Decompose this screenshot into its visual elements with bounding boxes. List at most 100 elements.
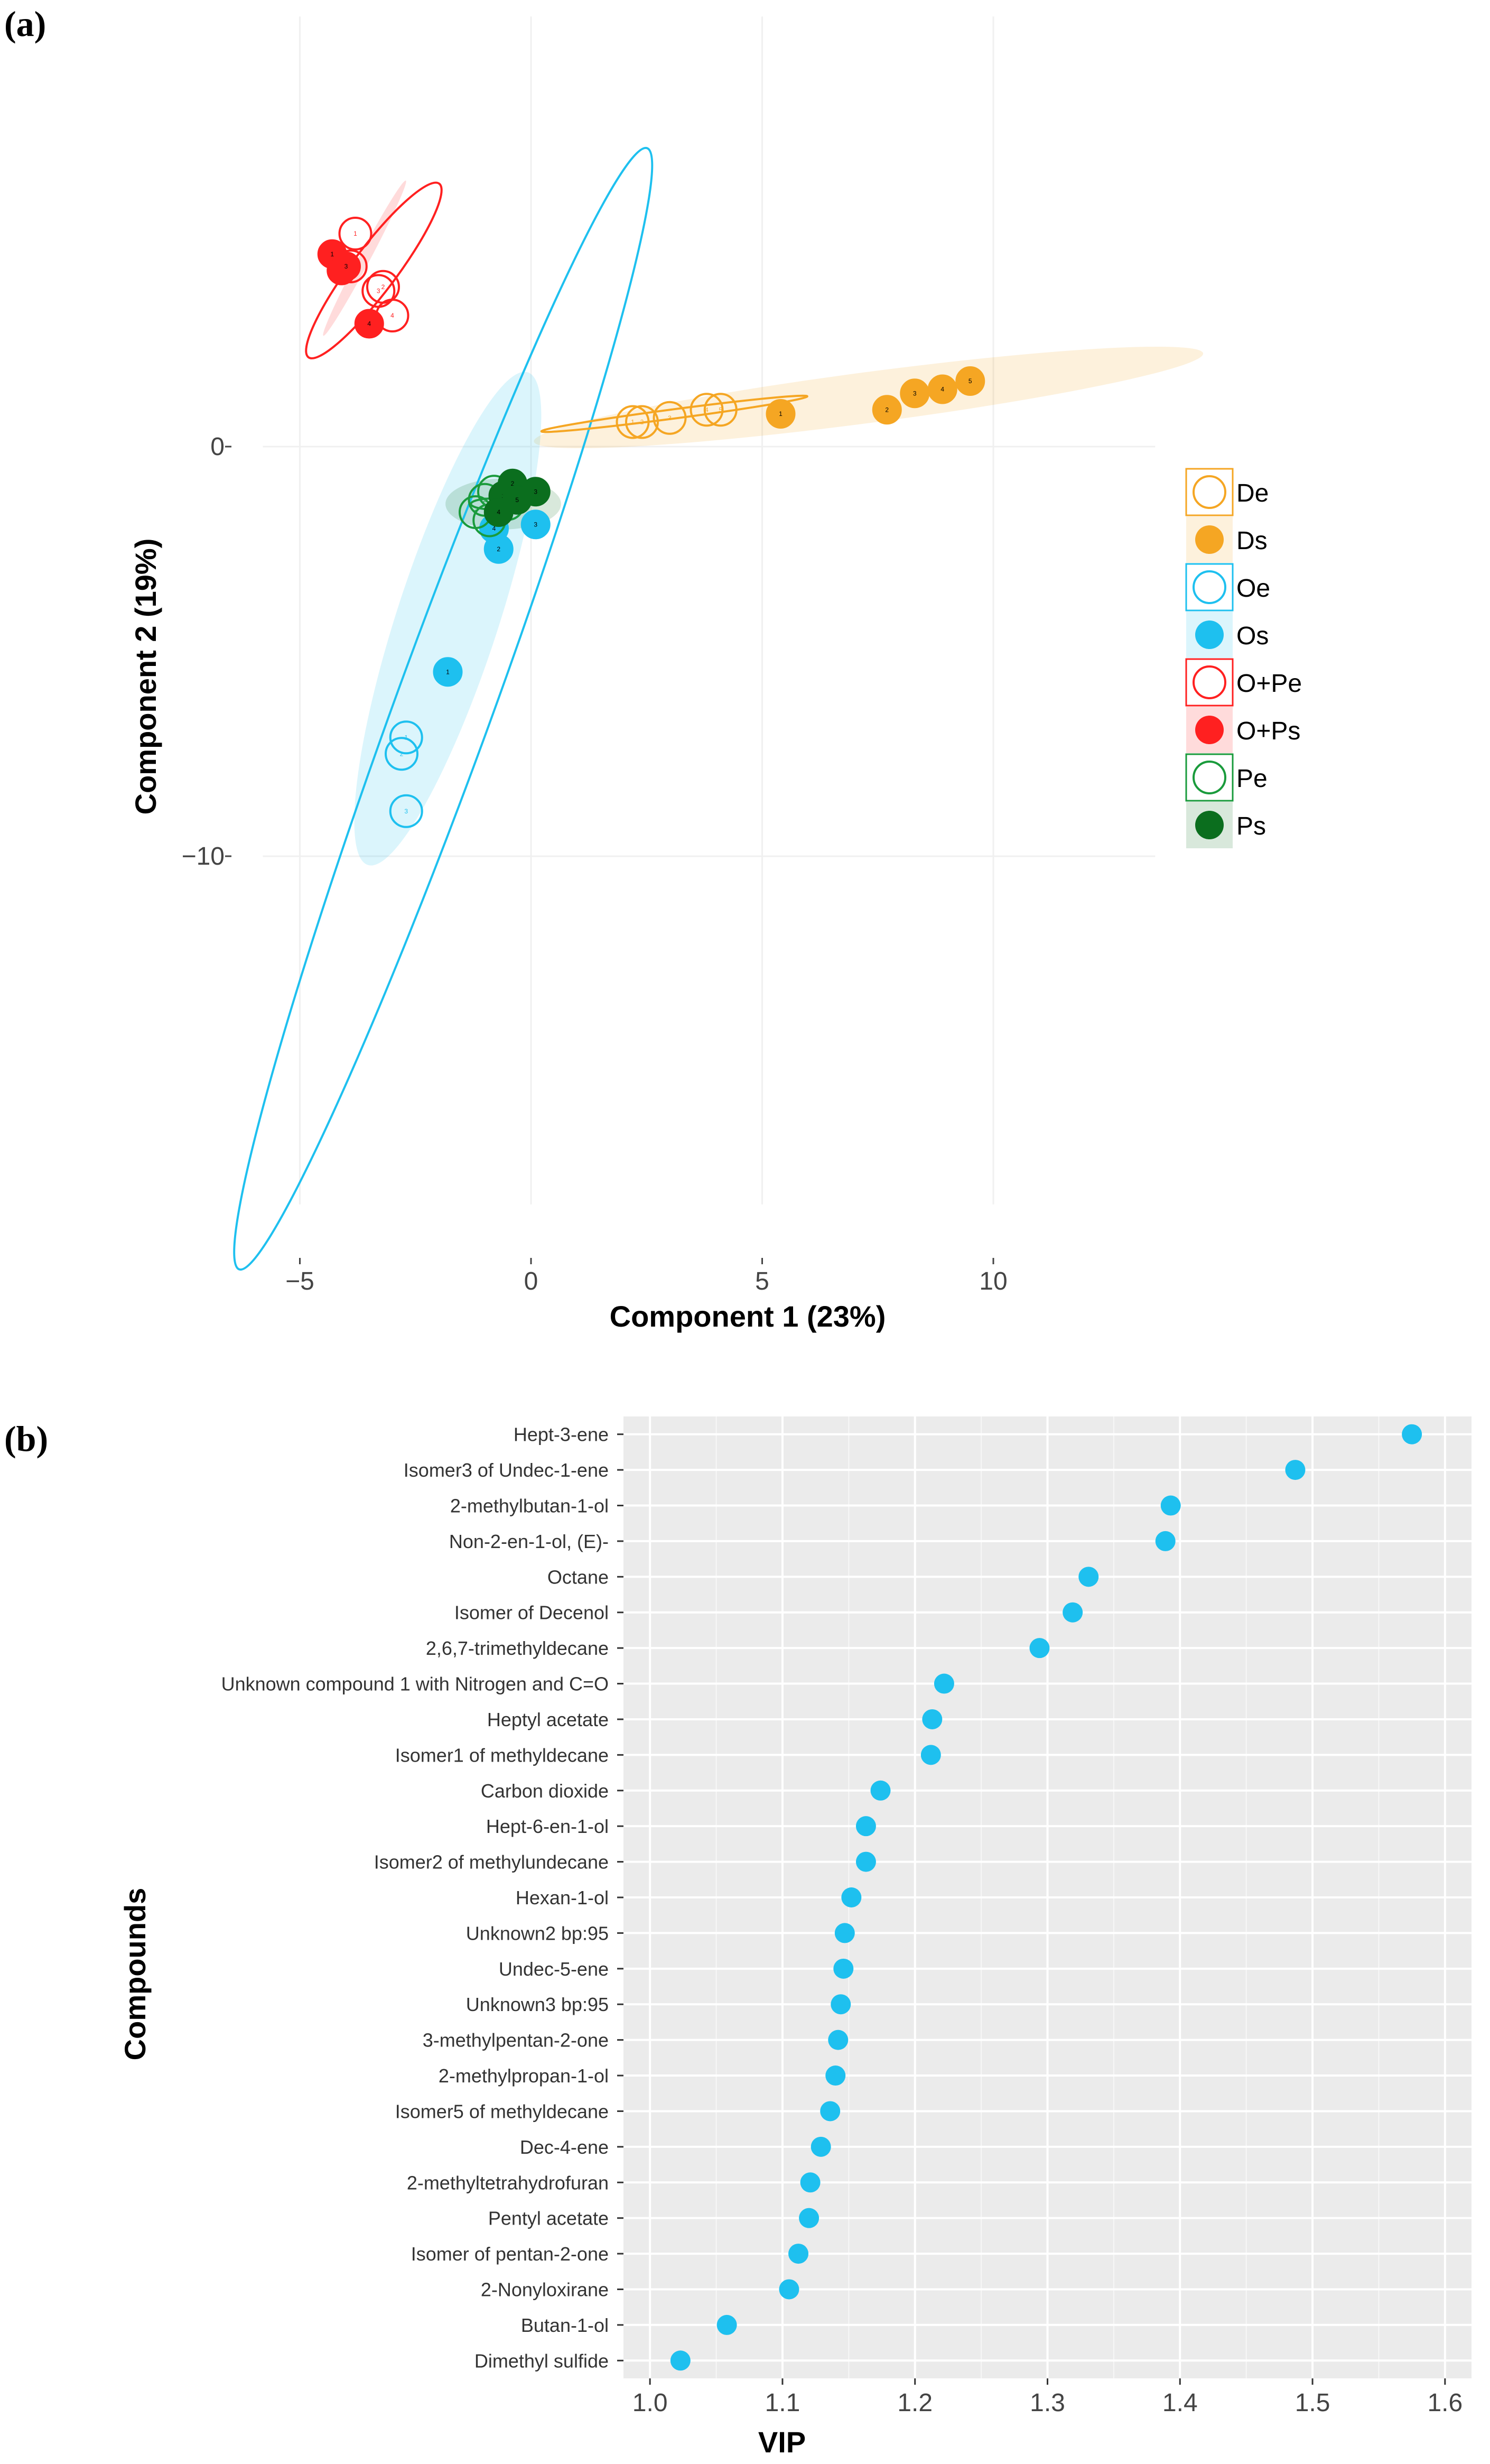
- panel-b-x-tick-labels: 1.0 1.1 1.2 1.3 1.4 1.5 1.6: [632, 2378, 1463, 2417]
- y-tick-label: −10: [182, 842, 225, 870]
- score-point-ds: 5: [955, 366, 985, 396]
- legend-key-symbol: [1195, 525, 1224, 554]
- point-marker: [338, 217, 373, 251]
- legend-key-symbol: [1195, 811, 1224, 839]
- score-point-ope: 1: [338, 217, 373, 251]
- legend-label: O+Pe: [1236, 670, 1302, 698]
- point-id-label: 4: [497, 508, 500, 516]
- vip-point: [934, 1673, 954, 1694]
- point-marker: [690, 393, 724, 427]
- legend-key-symbol: [1193, 570, 1226, 604]
- legend-label: De: [1236, 479, 1269, 507]
- panel-b-compound-labels: Hept-3-ene Isomer3 of Undec-1-ene 2-methyl…: [221, 1424, 623, 2372]
- point-marker: [616, 405, 650, 439]
- vip-point: [1285, 1460, 1306, 1480]
- compound-label: Isomer of pentan-2-one: [411, 2243, 609, 2265]
- vip-point: [1402, 1424, 1422, 1444]
- legend-key-symbol: [1193, 665, 1226, 699]
- point-id-label: 4: [390, 312, 394, 319]
- point-id-label: 4: [367, 320, 371, 328]
- point-marker: [502, 485, 532, 515]
- vip-point: [811, 2136, 831, 2157]
- vip-point: [855, 1816, 876, 1837]
- panel-a-tick-labels: −5 0 5 10 0 −10: [182, 433, 1008, 1295]
- vip-point: [799, 2208, 820, 2228]
- compound-label: Isomer2 of methylundecane: [374, 1851, 609, 1873]
- compound-label: Isomer3 of Undec-1-ene: [404, 1459, 609, 1481]
- point-id-label: 1: [631, 419, 635, 426]
- point-id-label: 2: [497, 545, 500, 553]
- legend-item-de: De: [1185, 468, 1269, 516]
- panel-a-chart: (a) 123451234512312341234512341234512345…: [4, 4, 1302, 1333]
- compound-label: Hept-6-en-1-ol: [486, 1815, 609, 1837]
- point-id-label: 1: [779, 410, 783, 418]
- panel-a-legend: De Ds Oe Os O+Pe O+Ps Pe Ps: [1185, 468, 1302, 848]
- score-point-ds: 2: [872, 395, 902, 425]
- point-id-label: 2: [640, 419, 644, 426]
- point-marker: [520, 510, 551, 540]
- legend-label: Pe: [1236, 765, 1268, 793]
- point-id-label: 5: [969, 377, 972, 385]
- score-point-ds: 3: [900, 378, 930, 409]
- compound-label: 3-methylpentan-2-one: [423, 2030, 609, 2051]
- legend-label: Ps: [1236, 812, 1266, 840]
- point-id-label: 2: [511, 480, 515, 487]
- panel-b-chart: (b) Hept-3-ene Isomer3 of Undec-1-ene 2-me…: [4, 1416, 1472, 2459]
- point-marker: [766, 399, 796, 429]
- compound-label: Unknown3 bp:95: [466, 1994, 609, 2015]
- panel-b-y-axis-title: Compounds: [118, 1888, 152, 2061]
- vip-point: [670, 2350, 691, 2371]
- compound-label: Unknown2 bp:95: [466, 1922, 609, 1944]
- point-id-label: 3: [404, 808, 408, 815]
- point-marker: [331, 252, 361, 281]
- point-id-label: 3: [534, 521, 537, 528]
- ds-ellipse: [534, 346, 1204, 449]
- legend-item-os: Os: [1186, 612, 1269, 658]
- point-marker: [354, 309, 384, 339]
- panel-a-x-axis-title: Component 1 (23%): [610, 1300, 886, 1333]
- vip-point: [920, 1745, 941, 1765]
- panel-b-gridlines: [623, 1416, 1472, 2378]
- panel-a-points: 123451234512312341234512341234512345: [317, 217, 985, 828]
- point-id-label: 1: [404, 734, 408, 741]
- x-tick-label: 10: [979, 1267, 1007, 1295]
- compound-label: Dimethyl sulfide: [474, 2350, 609, 2372]
- point-id-label: 3: [344, 263, 348, 270]
- score-point-os: 3: [520, 510, 551, 540]
- x-tick-label: 1.4: [1162, 2389, 1198, 2417]
- legend-item-ds: Ds: [1186, 516, 1268, 563]
- compound-label: Pentyl acetate: [488, 2208, 609, 2229]
- compound-label: Isomer5 of methyldecane: [395, 2100, 609, 2122]
- point-marker: [955, 366, 985, 396]
- x-tick-label: 0: [524, 1267, 538, 1295]
- score-point-de: 5: [703, 393, 738, 427]
- vip-point: [1078, 1567, 1099, 1587]
- vip-point: [828, 2030, 849, 2050]
- vip-point: [820, 2101, 841, 2122]
- compound-label: Hept-3-ene: [514, 1424, 609, 1446]
- compound-label: Carbon dioxide: [481, 1780, 609, 1802]
- point-marker: [927, 374, 957, 404]
- de-ellipse: [540, 394, 808, 433]
- score-point-de: 1: [616, 405, 650, 439]
- panel-a-gridlines: [263, 16, 1156, 1205]
- point-id-label: 4: [492, 525, 496, 532]
- panel-b-x-axis-title: VIP: [758, 2425, 806, 2459]
- compound-label: 2-methyltetrahydrofuran: [407, 2172, 609, 2193]
- legend-label: Oe: [1236, 575, 1270, 603]
- point-marker: [625, 405, 659, 439]
- score-point-oe: 2: [385, 737, 418, 771]
- score-point-oe: 1: [389, 720, 423, 755]
- panel-b-points: [670, 1424, 1422, 2371]
- legend-key-symbol: [1193, 761, 1226, 794]
- vip-point: [833, 1958, 854, 1979]
- point-marker: [653, 401, 687, 435]
- point-id-label: 3: [377, 288, 380, 295]
- point-marker: [385, 737, 418, 771]
- compound-label: 2-methylbutan-1-ol: [450, 1495, 609, 1517]
- panel-a-label: (a): [4, 4, 46, 44]
- vip-point: [800, 2172, 821, 2193]
- compound-label: 2-methylpropan-1-ol: [439, 2065, 609, 2087]
- vip-point: [1155, 1531, 1176, 1551]
- point-id-label: 4: [940, 386, 944, 393]
